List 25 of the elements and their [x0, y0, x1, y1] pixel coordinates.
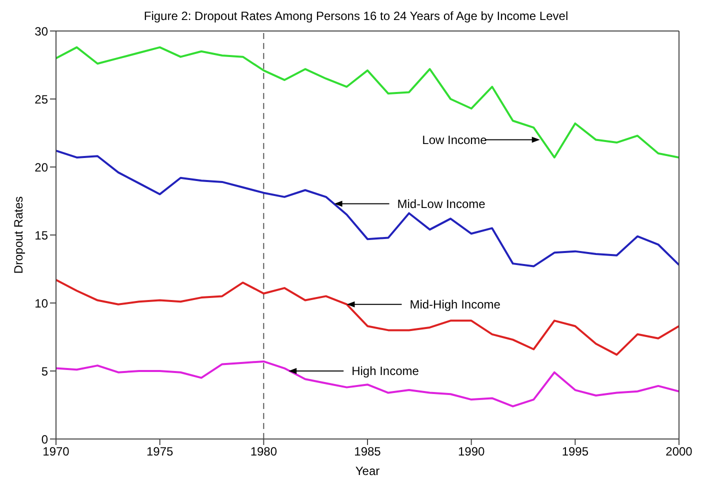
x-tick-label: 1995 [562, 444, 589, 459]
y-tick-label: 15 [34, 228, 48, 242]
y-tick-label: 25 [34, 92, 48, 106]
y-tick-label: 0 [41, 432, 48, 446]
line-series [56, 278, 679, 356]
annotation: Mid-High Income [410, 298, 501, 312]
y-axis-title: Dropout Rates [11, 196, 26, 274]
x-tick-label: 1980 [250, 444, 278, 459]
y-tick-label: 5 [41, 364, 48, 378]
y-tick-label: 10 [34, 296, 48, 310]
y-tick-label: 30 [34, 24, 48, 38]
x-axis-title: Year [355, 464, 380, 478]
x-tick-label: 1970 [42, 444, 70, 459]
line-series [56, 46, 679, 158]
x-tick-label: 1990 [458, 444, 486, 459]
line-series [56, 360, 679, 408]
annotation: High Income [352, 364, 420, 378]
annotation: Mid-Low Income [397, 196, 486, 211]
chart-title: Figure 2: Dropout Rates Among Persons 16 to 24 Years of Age by Income Level [144, 9, 568, 23]
y-tick-label: 20 [34, 160, 48, 174]
x-tick-label: 1985 [354, 444, 382, 459]
line-series [56, 150, 679, 268]
x-tick-label: 2000 [666, 444, 693, 459]
x-tick-label: 1975 [146, 444, 174, 459]
annotation: Low Income [422, 133, 488, 147]
